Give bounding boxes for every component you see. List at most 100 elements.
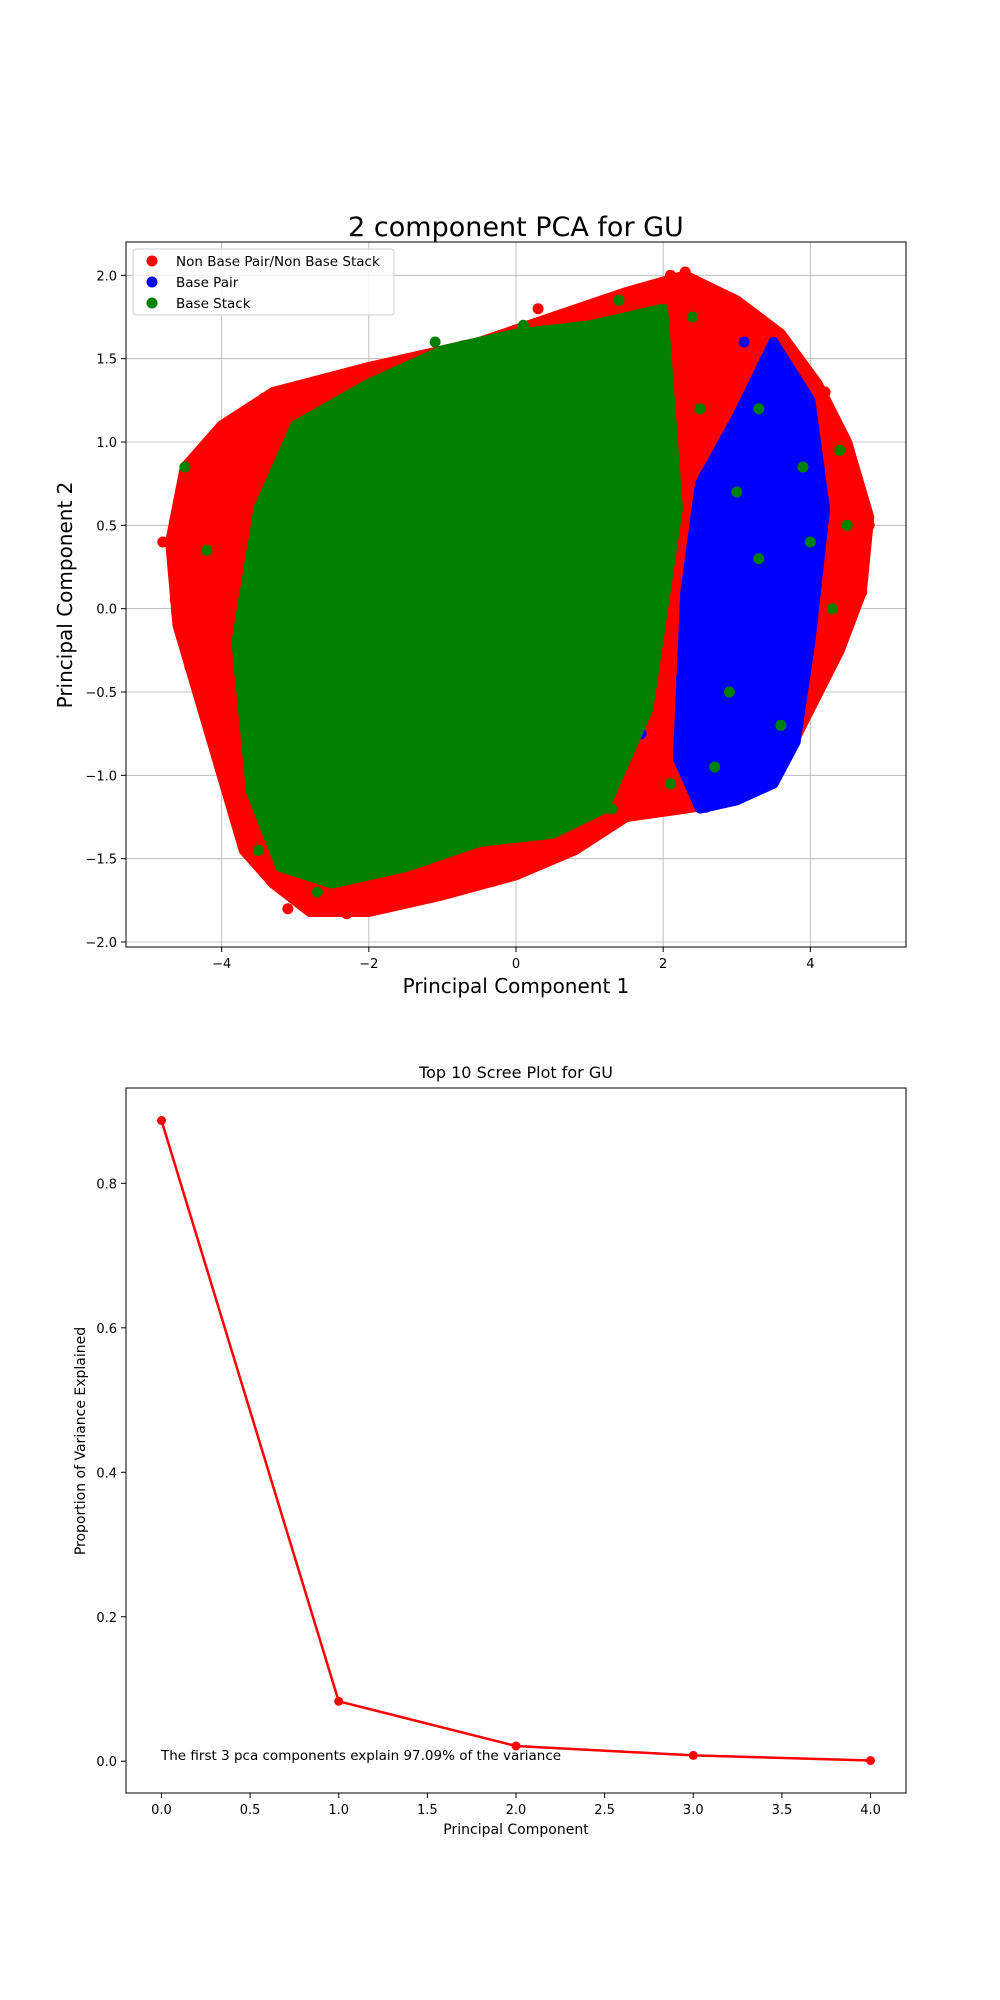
pca-point bbox=[219, 565, 231, 577]
pca-point bbox=[237, 834, 249, 846]
pca-point bbox=[238, 821, 250, 832]
pca-point bbox=[258, 392, 270, 404]
pca-point bbox=[252, 447, 264, 459]
pca-point bbox=[196, 670, 208, 682]
pca-point bbox=[726, 368, 738, 380]
pca-point bbox=[686, 446, 698, 458]
pca-point bbox=[205, 642, 217, 654]
pca-point bbox=[368, 880, 380, 892]
pca-point bbox=[665, 282, 676, 294]
pca-point bbox=[366, 903, 378, 915]
pca-point bbox=[231, 555, 243, 567]
pca-point bbox=[664, 768, 676, 779]
pca-point bbox=[690, 428, 702, 440]
pca-point bbox=[224, 679, 236, 691]
pca-point bbox=[641, 743, 653, 755]
pca-point bbox=[513, 858, 525, 870]
pca-point bbox=[597, 824, 609, 836]
pca-point bbox=[242, 436, 254, 448]
pca-point bbox=[230, 528, 242, 539]
pca-point bbox=[707, 311, 719, 323]
pca-point bbox=[212, 705, 224, 717]
pca-point bbox=[193, 534, 205, 546]
pca-point bbox=[223, 480, 235, 492]
pca-point bbox=[842, 550, 854, 562]
pca-point bbox=[840, 482, 851, 494]
pca-point bbox=[229, 468, 240, 480]
pca-point bbox=[227, 769, 239, 781]
pca-point bbox=[695, 302, 707, 314]
pca-point bbox=[827, 476, 839, 488]
pca-point bbox=[668, 306, 679, 318]
pca-point bbox=[181, 536, 193, 548]
pca-point bbox=[677, 433, 689, 445]
pca-point bbox=[221, 780, 233, 792]
pca-point bbox=[659, 750, 671, 762]
pca-point bbox=[177, 487, 189, 499]
pca-point bbox=[302, 390, 314, 402]
pca-point bbox=[679, 398, 691, 410]
pca-plot-area bbox=[157, 266, 875, 920]
pca-point bbox=[500, 853, 511, 865]
pca-point bbox=[470, 872, 482, 884]
pca-point bbox=[707, 415, 719, 427]
pca-point bbox=[658, 795, 669, 807]
pca-point bbox=[492, 863, 504, 875]
pca-point bbox=[193, 632, 205, 644]
pca-point bbox=[849, 476, 861, 488]
pca-point bbox=[318, 905, 330, 917]
pca-point bbox=[672, 326, 684, 338]
pca-point bbox=[642, 291, 654, 303]
pca-point bbox=[726, 296, 738, 307]
pca-scatter-chart: 2 component PCA for GU −4 −2 0 2 4 −2.0−1.5−… bbox=[53, 212, 907, 998]
pca-point bbox=[681, 458, 693, 470]
pca-point bbox=[677, 275, 688, 287]
pca-point bbox=[521, 859, 533, 871]
pca-point bbox=[231, 569, 243, 581]
pca-point bbox=[537, 841, 549, 853]
pca-point bbox=[247, 815, 259, 827]
pca-point bbox=[332, 379, 344, 391]
pca-point bbox=[183, 642, 195, 654]
pca-point bbox=[392, 894, 404, 906]
pca-point bbox=[212, 632, 224, 644]
pca-point bbox=[205, 589, 217, 601]
pca-point bbox=[817, 665, 829, 677]
pca-point bbox=[239, 845, 251, 857]
pca-point bbox=[231, 808, 243, 820]
pca-point bbox=[652, 288, 664, 300]
pca-point bbox=[693, 278, 704, 290]
pca-point bbox=[843, 611, 855, 622]
pca-point bbox=[279, 390, 291, 401]
pca-point bbox=[242, 446, 254, 458]
pca-point bbox=[168, 532, 180, 544]
pca-point bbox=[637, 804, 648, 816]
pca-point bbox=[733, 358, 745, 370]
pca-point bbox=[724, 380, 736, 392]
pca-point bbox=[206, 562, 218, 574]
pca-point bbox=[212, 443, 224, 455]
pca-point bbox=[835, 612, 847, 624]
pca-point bbox=[207, 725, 219, 737]
pca-point bbox=[199, 445, 211, 457]
pca-point bbox=[808, 687, 820, 699]
pca-point bbox=[222, 575, 234, 587]
pca-point bbox=[269, 390, 281, 402]
pca-point bbox=[662, 685, 674, 697]
pca-point bbox=[184, 474, 196, 486]
pca-point bbox=[227, 718, 239, 730]
pca-point bbox=[216, 489, 228, 501]
pca-point bbox=[532, 854, 544, 866]
pca-point bbox=[215, 432, 227, 444]
pca-point bbox=[197, 600, 209, 612]
pca-point bbox=[442, 863, 454, 875]
pca-point bbox=[635, 758, 646, 770]
pca-point bbox=[830, 488, 842, 500]
pca-point bbox=[487, 875, 499, 887]
pca-point bbox=[311, 394, 323, 406]
pca-point bbox=[854, 576, 866, 588]
pca-point bbox=[292, 893, 304, 905]
pca-point bbox=[560, 308, 572, 320]
pca-point bbox=[635, 792, 647, 804]
pca-point bbox=[216, 620, 228, 632]
